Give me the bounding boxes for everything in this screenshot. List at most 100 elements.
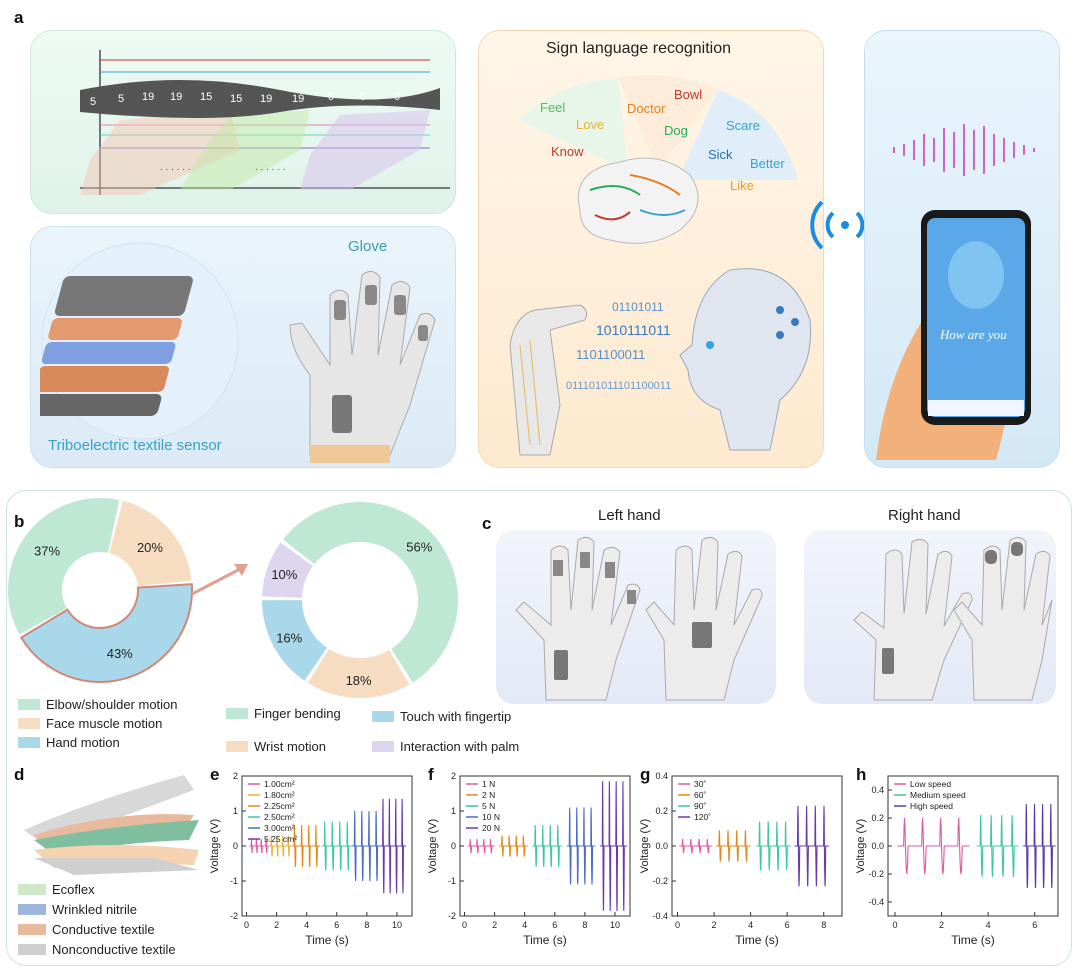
donut1-slice-3 — [19, 583, 193, 683]
series-line-2 — [499, 835, 528, 857]
donut2-label-1: 56% — [406, 539, 432, 554]
voltage-chart-angle: -0.4 -0.2 0.0 0.2 0.4 0 2 4 6 8 Time (s) Voltage (V… — [639, 771, 843, 947]
legend-swatch-hand — [18, 737, 40, 748]
word-like: Like — [730, 178, 754, 193]
y-tick-label: -2 — [230, 911, 238, 921]
donut2-slice-1 — [282, 501, 458, 683]
y-tick-label: 0.0 — [655, 841, 668, 851]
legend-label-wrist: Wrist motion — [254, 739, 326, 754]
x-tick-label: 4 — [304, 920, 309, 930]
legend-touch: Touch with fingertip — [372, 709, 511, 724]
series-line-3 — [532, 824, 563, 868]
legend-swatch-face — [18, 718, 40, 729]
signal-illustration: 5 5 19 19 15 15 19 19 0 0 0 . . . . . . … — [80, 50, 450, 195]
legend-wrist: Wrist motion — [226, 739, 326, 754]
hand-glove-illustration — [509, 304, 588, 456]
donut-chart-hand: 56% 18% 16% 10% — [262, 501, 458, 698]
legend-label-palm: Interaction with palm — [400, 739, 520, 754]
y-tick-label: -1 — [448, 876, 456, 886]
legend-label-1: 1.00cm² — [264, 779, 295, 789]
layer-legend-nitrile: Wrinkled nitrile — [18, 902, 137, 917]
sign-title: Sign language recognition — [546, 40, 732, 57]
layers-illustration — [24, 775, 199, 875]
x-tick-label: 8 — [821, 920, 826, 930]
film-frame-1: 5 — [90, 96, 96, 108]
legend-swatch-touch — [372, 711, 394, 722]
x-axis-label: Time (s) — [951, 933, 995, 947]
left-hand-illustrations — [515, 536, 763, 701]
donut2-label-4: 10% — [271, 567, 297, 582]
phone-hand-illustration — [876, 210, 1031, 460]
x-tick-label: 4 — [748, 920, 753, 930]
legend-label-2: Medium speed — [910, 790, 966, 800]
word-doctor: Doctor — [627, 101, 666, 116]
legend-label-2: 2 N — [482, 790, 495, 800]
series-line-3 — [1023, 803, 1056, 889]
y-tick-label: 0.2 — [871, 813, 884, 823]
y-tick-label: -0.4 — [868, 897, 884, 907]
panel-letter-c: c — [482, 514, 492, 533]
film-frame-10: 0 — [360, 91, 366, 103]
x-tick-label: 8 — [364, 920, 369, 930]
sensor-illustration — [40, 242, 239, 440]
legend-swatch-palm — [372, 741, 394, 752]
donut1-label-1: 37% — [34, 544, 60, 559]
y-tick-label: -0.2 — [868, 869, 884, 879]
x-tick-label: 4 — [522, 920, 527, 930]
brain-illustration — [577, 157, 699, 244]
y-tick-label: -2 — [448, 911, 456, 921]
donut1-slice-1 — [7, 498, 120, 635]
layer-label-nonconductive: Nonconductive textile — [52, 942, 176, 957]
x-tick-label: 4 — [986, 920, 991, 930]
word-feel: Feel — [540, 100, 566, 115]
word-fan — [518, 74, 798, 180]
donut1-label-2: 20% — [137, 540, 163, 555]
series-line-4 — [794, 805, 830, 887]
donut1-label-3: 43% — [107, 646, 133, 661]
panel-letter-e: e — [210, 765, 220, 784]
word-bowl: Bowl — [674, 87, 703, 102]
y-tick-label: -1 — [230, 876, 238, 886]
film-frame-5: 15 — [200, 91, 212, 103]
legend-label-3: 2.25cm² — [264, 801, 295, 811]
series-line-5 — [351, 810, 381, 882]
word-dog: Dog — [664, 123, 688, 138]
donut2-label-2: 18% — [346, 673, 372, 688]
y-tick-label: 1 — [233, 806, 238, 816]
legend-elbow: Elbow/shoulder motion — [18, 697, 178, 712]
donut2-label-3: 16% — [276, 630, 302, 645]
x-tick-label: 0 — [462, 920, 467, 930]
donut-chart-motion: 37% 20% 43% — [7, 498, 193, 683]
series-line-4 — [566, 807, 596, 885]
right-hand-title: Right hand — [888, 507, 961, 524]
layer-swatch-nitrile — [18, 904, 46, 915]
legend-label-6: 5.25 cm² — [264, 834, 297, 844]
film-frame-7: 19 — [260, 93, 272, 105]
panel-letter-g: g — [640, 765, 651, 784]
binary-3: 1101100011 — [576, 347, 646, 362]
series-line-3 — [291, 824, 321, 868]
panel-letter-d: d — [14, 765, 25, 784]
robot-head-illustration — [679, 268, 812, 451]
y-tick-label: 0.0 — [871, 841, 884, 851]
legend-label-finger: Finger bending — [254, 706, 341, 721]
y-tick-label: 0.4 — [655, 771, 668, 781]
x-tick-label: 0 — [244, 920, 249, 930]
word-know: Know — [551, 144, 584, 159]
y-tick-label: 0.4 — [871, 785, 884, 795]
film-frame-3: 19 — [142, 91, 154, 103]
legend-label-touch: Touch with fingertip — [400, 709, 512, 724]
film-frame-9: 0 — [328, 91, 334, 103]
legend-hand: Hand motion — [18, 735, 120, 750]
voltage-chart-area: -2 -1 0 1 2 0 2 4 6 8 10 Time (s) Voltage (V) 1.00cm²… — [209, 771, 413, 947]
series-line-1 — [897, 817, 970, 875]
x-tick-label: 6 — [785, 920, 790, 930]
y-tick-label: 0.2 — [655, 806, 668, 816]
x-tick-label: 2 — [712, 920, 717, 930]
y-axis-label: Voltage (V) — [209, 819, 221, 873]
x-tick-label: 6 — [552, 920, 557, 930]
layer-swatch-conductive — [18, 924, 46, 935]
legend-palm: Interaction with palm — [372, 739, 519, 754]
phone-text: How are you — [940, 327, 1007, 342]
layer-swatch-nonconductive — [18, 944, 46, 955]
